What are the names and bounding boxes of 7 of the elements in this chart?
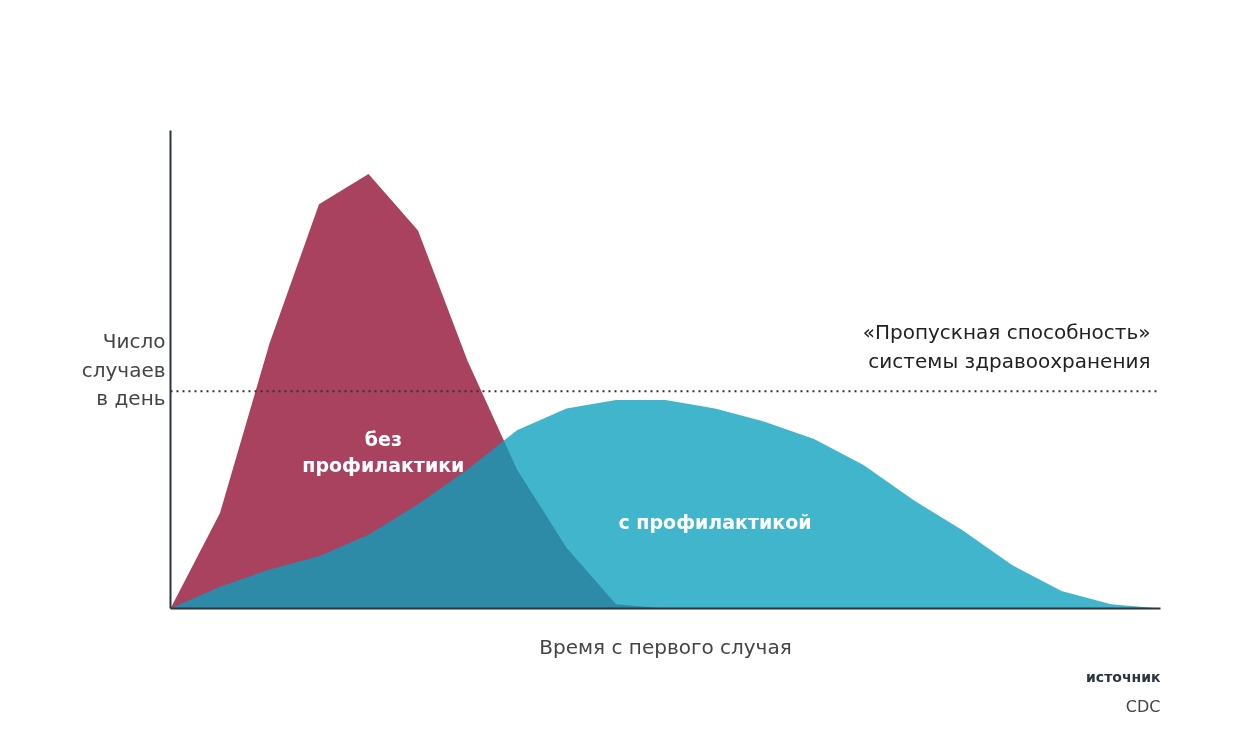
- y-axis-title: Число случаев в день: [81, 328, 166, 411]
- text: источник: [1086, 668, 1161, 685]
- text: CDC: [1125, 696, 1161, 716]
- series-label: с профилактикой: [618, 510, 812, 533]
- x-axis-title: Время с первого случая: [539, 634, 792, 659]
- series-label: без профилактики: [302, 427, 465, 477]
- ref-line-label: «Пропускная способность» системы здравоохранения: [862, 320, 1151, 374]
